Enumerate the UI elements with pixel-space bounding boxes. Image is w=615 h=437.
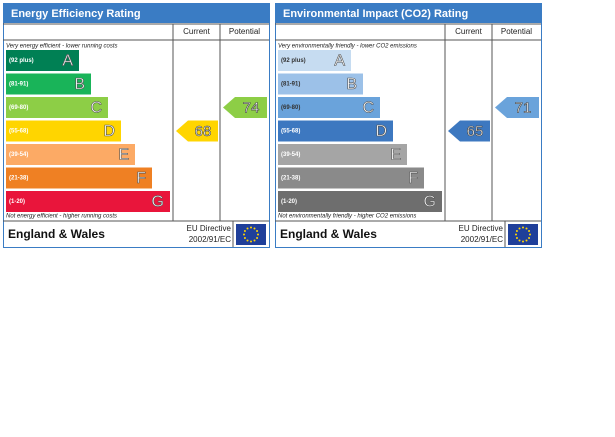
eu-star bbox=[253, 227, 256, 230]
band-range: (39-54) bbox=[281, 152, 300, 158]
footer-directive: EU Directive bbox=[187, 224, 232, 233]
band-range: (21-38) bbox=[9, 176, 28, 182]
band-letter: E bbox=[118, 147, 129, 164]
rating-band bbox=[278, 120, 393, 142]
bottom-note: Not environmentally friendly - higher CO… bbox=[278, 214, 416, 220]
rating-band bbox=[278, 50, 351, 71]
column-header: Current bbox=[183, 27, 210, 36]
eu-star bbox=[246, 239, 249, 242]
band-range: (1-20) bbox=[9, 199, 25, 205]
rating-value: 74 bbox=[243, 99, 260, 116]
rating-band bbox=[278, 191, 442, 212]
footer-directive: 2002/91/EC bbox=[189, 235, 231, 244]
band-range: (92 plus) bbox=[281, 58, 306, 64]
band-letter: C bbox=[362, 100, 374, 117]
rating-band bbox=[278, 167, 424, 189]
band-letter: A bbox=[62, 53, 73, 70]
band-letter: A bbox=[334, 53, 345, 70]
rating-band bbox=[6, 97, 108, 118]
rating-band bbox=[278, 144, 407, 165]
rating-band bbox=[278, 97, 380, 118]
rating-band bbox=[6, 191, 170, 212]
rating-band bbox=[6, 50, 79, 71]
rating-band bbox=[6, 73, 91, 95]
eu-star bbox=[256, 230, 259, 232]
rating-band bbox=[6, 167, 152, 189]
eu-star bbox=[515, 233, 517, 236]
eu-flag bbox=[236, 224, 266, 245]
footer-region: England & Wales bbox=[280, 227, 377, 241]
eu-star bbox=[528, 230, 531, 232]
rating-arrow bbox=[223, 97, 267, 118]
footer-directive: 2002/91/EC bbox=[461, 235, 503, 244]
band-letter: G bbox=[424, 194, 436, 211]
eu-star bbox=[525, 239, 528, 242]
panel-title: Energy Efficiency Rating bbox=[11, 8, 141, 20]
column-header: Current bbox=[455, 27, 482, 36]
footer-region: England & Wales bbox=[8, 227, 105, 241]
title-bar bbox=[3, 3, 270, 23]
band-letter: G bbox=[152, 194, 164, 211]
band-range: (81-91) bbox=[281, 82, 300, 88]
eu-star bbox=[246, 227, 249, 230]
band-letter: F bbox=[408, 170, 418, 187]
band-letter: B bbox=[74, 76, 85, 93]
band-range: (55-68) bbox=[9, 129, 28, 135]
eu-star bbox=[253, 239, 256, 242]
band-letter: F bbox=[136, 170, 146, 187]
band-letter: B bbox=[346, 76, 357, 93]
band-range: (69-80) bbox=[281, 105, 300, 111]
band-range: (69-80) bbox=[9, 105, 28, 111]
rating-arrow bbox=[495, 97, 539, 118]
band-range: (1-20) bbox=[281, 199, 297, 205]
rating-value: 65 bbox=[467, 123, 484, 140]
rating-band bbox=[6, 144, 135, 165]
band-range: (21-38) bbox=[281, 176, 300, 182]
column-header: Potential bbox=[229, 27, 260, 36]
eu-star bbox=[518, 227, 521, 230]
title-bar bbox=[275, 3, 542, 23]
band-letter: D bbox=[375, 123, 387, 140]
band-letter: E bbox=[390, 147, 401, 164]
rating-band bbox=[278, 73, 363, 95]
footer-directive: EU Directive bbox=[459, 224, 504, 233]
band-range: (81-91) bbox=[9, 82, 28, 88]
eu-star bbox=[243, 237, 246, 239]
eu-star bbox=[515, 237, 518, 239]
bottom-note: Not energy efficient - higher running co… bbox=[6, 214, 117, 220]
top-note: Very environmentally friendly - lower CO… bbox=[278, 44, 417, 50]
eu-star bbox=[529, 233, 531, 236]
eu-star bbox=[528, 237, 531, 239]
band-range: (39-54) bbox=[9, 152, 28, 158]
rating-value: 68 bbox=[195, 123, 212, 140]
eu-star bbox=[250, 240, 252, 243]
rating-panel: Environmental Impact (CO2) Rating Current… bbox=[275, 3, 542, 248]
rating-value: 71 bbox=[515, 99, 532, 116]
rating-band bbox=[6, 120, 121, 142]
band-range: (55-68) bbox=[281, 129, 300, 135]
rating-arrow bbox=[176, 120, 218, 142]
eu-star bbox=[250, 226, 252, 229]
eu-star bbox=[525, 227, 528, 230]
eu-star bbox=[243, 233, 245, 236]
eu-star bbox=[515, 230, 518, 232]
eu-star bbox=[243, 230, 246, 232]
top-note: Very energy efficient - lower running co… bbox=[6, 44, 118, 50]
eu-flag bbox=[508, 224, 538, 245]
eu-star bbox=[257, 233, 259, 236]
column-header: Potential bbox=[501, 27, 532, 36]
eu-star bbox=[522, 226, 524, 229]
eu-star bbox=[256, 237, 259, 239]
band-letter: C bbox=[90, 100, 102, 117]
eu-star bbox=[518, 239, 521, 242]
band-range: (92 plus) bbox=[9, 58, 34, 64]
rating-arrow bbox=[448, 120, 490, 142]
rating-panel: Energy Efficiency Rating Current Potential… bbox=[3, 3, 270, 248]
panel-title: Environmental Impact (CO2) Rating bbox=[283, 8, 468, 20]
band-letter: D bbox=[103, 123, 115, 140]
eu-star bbox=[522, 240, 524, 243]
